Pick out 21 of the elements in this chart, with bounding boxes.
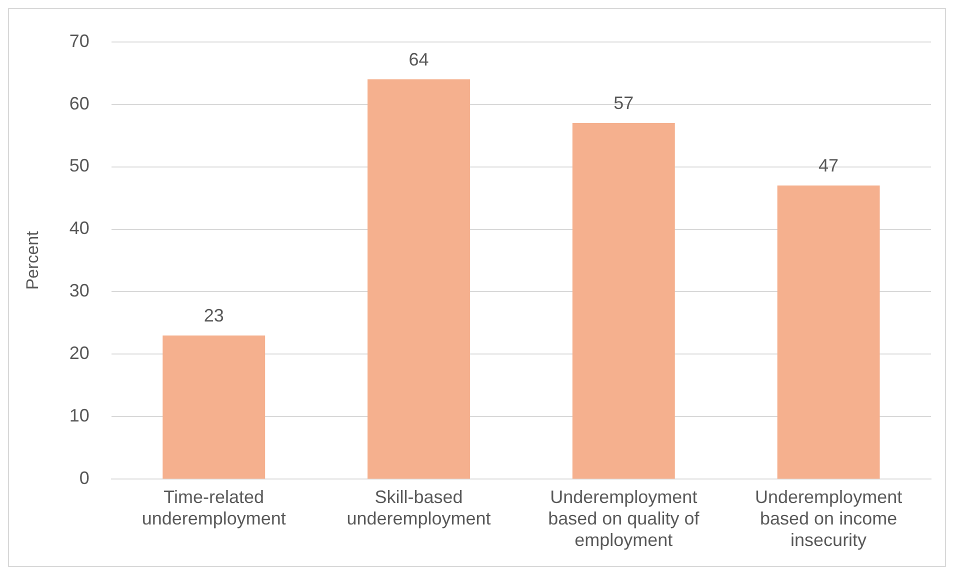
data-label: 47 [818,155,839,176]
y-tick-label: 60 [69,93,90,114]
bar [162,335,266,479]
data-label: 23 [204,305,224,326]
bar [368,79,470,479]
bar [572,123,675,479]
y-tick-label: 20 [69,343,90,364]
y-tick-label: 0 [79,468,90,488]
x-tick-label: Underemployment based on income insecurity [755,486,902,550]
y-tick-label: 40 [69,218,90,238]
x-tick-label: Skill-based underemployment [346,486,491,529]
bar [777,186,880,479]
y-tick-label: 50 [69,156,90,176]
data-label: 57 [614,93,634,113]
y-tick-label: 10 [69,406,90,426]
x-tick-label: Underemployment based on quality of employment [548,486,700,550]
y-tick-label: 70 [69,30,90,51]
y-tick-label: 30 [69,280,90,301]
data-label: 64 [408,49,429,70]
y-axis-title: Percent [22,230,42,290]
x-tick-label: Time-related underemployment [142,486,286,529]
